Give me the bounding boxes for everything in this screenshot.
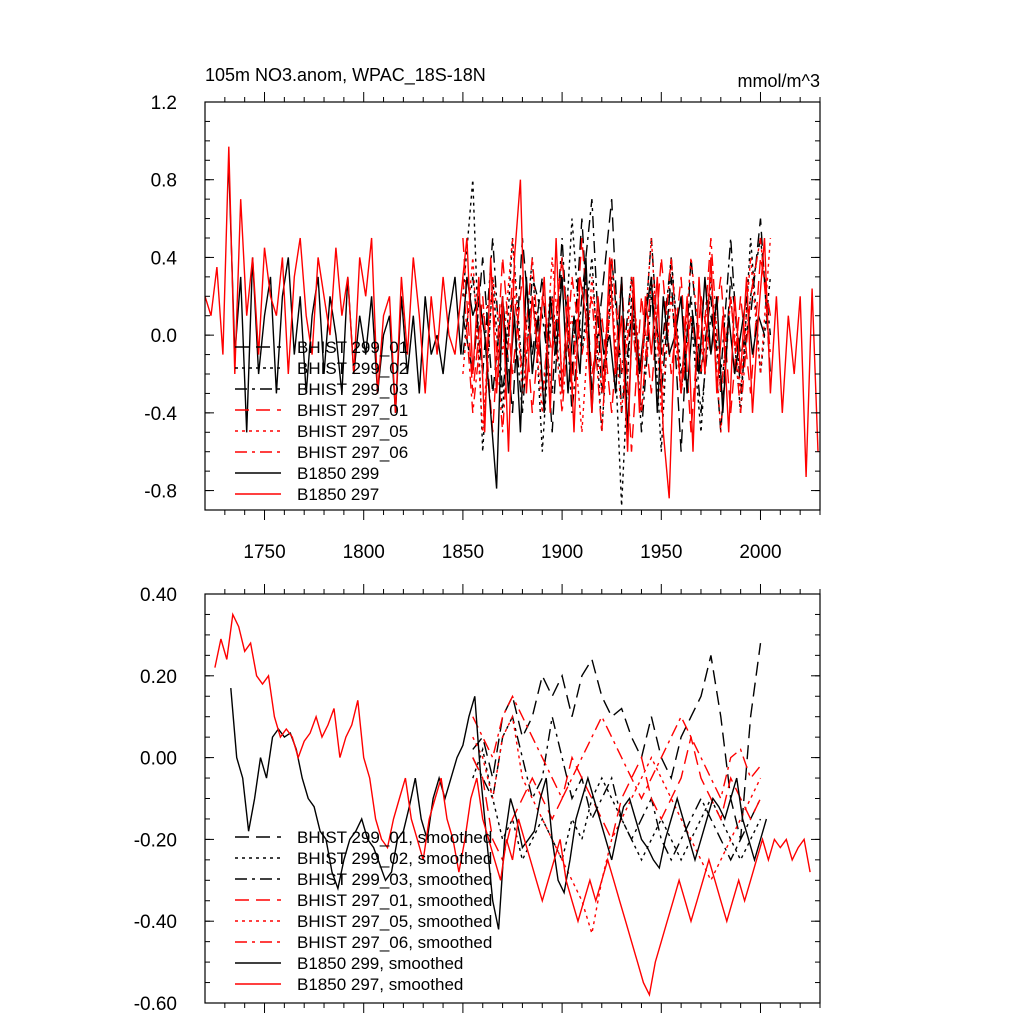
legend-label: BHIST 299_01, smoothed bbox=[297, 828, 492, 847]
legend-label: BHIST 297_06 bbox=[297, 443, 408, 462]
x-tick-label: 1950 bbox=[640, 542, 682, 563]
legend-label: BHIST 299_02 bbox=[297, 359, 408, 378]
y-tick-label: 0.4 bbox=[151, 248, 178, 269]
legend-label: BHIST 299_03 bbox=[297, 380, 408, 399]
y-tick-label: -0.4 bbox=[144, 404, 177, 425]
legend-label: BHIST 297_06, smoothed bbox=[297, 933, 492, 952]
y-tick-label: 0.0 bbox=[151, 326, 177, 347]
series-line-6 bbox=[462, 237, 772, 433]
legend-label: BHIST 297_05 bbox=[297, 422, 408, 441]
legend-label: B1850 299 bbox=[297, 464, 379, 483]
series-line-1 bbox=[472, 643, 762, 840]
bottom-panel: -0.60 -0.40 -0.20 0.00 0.20 0.40 BHIST 299_01,… bbox=[134, 584, 821, 1015]
series-line-7 bbox=[230, 688, 768, 930]
units-label: mmol/m^3 bbox=[738, 71, 820, 91]
y-tick-label: -0.40 bbox=[134, 912, 177, 933]
legend-label: BHIST 299_02, smoothed bbox=[297, 849, 492, 868]
legend-label: B1850 299, smoothed bbox=[297, 954, 463, 973]
series-lines bbox=[205, 146, 819, 507]
legend-label: BHIST 299_03, smoothed bbox=[297, 870, 492, 889]
legend: BHIST 299_01, smoothed BHIST 299_02, smoo… bbox=[235, 828, 492, 994]
legend-label: B1850 297, smoothed bbox=[297, 975, 463, 994]
legend-label: BHIST 297_01 bbox=[297, 401, 408, 420]
series-line-2 bbox=[472, 746, 762, 862]
x-tick-label: 1800 bbox=[343, 542, 385, 563]
y-tick-label: 0.40 bbox=[140, 585, 177, 606]
series-line-1 bbox=[462, 199, 772, 452]
x-tick-label: 2000 bbox=[739, 542, 781, 563]
series-line-5 bbox=[462, 237, 772, 433]
x-tick-label: 1900 bbox=[541, 542, 583, 563]
y-tick-label: 0.20 bbox=[140, 667, 177, 688]
y-tick-label: -0.60 bbox=[134, 994, 177, 1015]
series-line-4 bbox=[472, 736, 762, 862]
series-lines bbox=[214, 612, 811, 998]
legend-label: B1850 297 bbox=[297, 485, 379, 504]
legend-label: BHIST 297_01, smoothed bbox=[297, 891, 492, 910]
series-line-4 bbox=[462, 237, 772, 452]
series-line-8 bbox=[214, 612, 811, 998]
legend-label: BHIST 299_01 bbox=[297, 338, 408, 357]
legend: BHIST 299_01 BHIST 299_02 BHIST 299_03 BHIS… bbox=[235, 338, 408, 504]
y-tick-label: 1.2 bbox=[151, 93, 177, 114]
legend-label: BHIST 297_05, smoothed bbox=[297, 912, 492, 931]
series-line-5 bbox=[472, 714, 762, 934]
top-panel: -0.8 -0.4 0.0 0.4 0.8 1.2 1750 1800 1850 1900 1950… bbox=[144, 65, 821, 563]
y-tick-label: -0.8 bbox=[144, 482, 177, 503]
y-tick-label: 0.8 bbox=[151, 171, 177, 192]
series-line-6 bbox=[472, 694, 762, 801]
x-tick-label: 1750 bbox=[243, 542, 285, 563]
series-line-8 bbox=[205, 146, 819, 499]
y-tick-label: 0.00 bbox=[140, 749, 177, 770]
y-tick-label: -0.20 bbox=[134, 830, 177, 851]
x-tick-label: 1850 bbox=[442, 542, 484, 563]
plot-frame bbox=[204, 101, 821, 511]
chart-title: 105m NO3.anom, WPAC_18S-18N bbox=[205, 65, 486, 86]
